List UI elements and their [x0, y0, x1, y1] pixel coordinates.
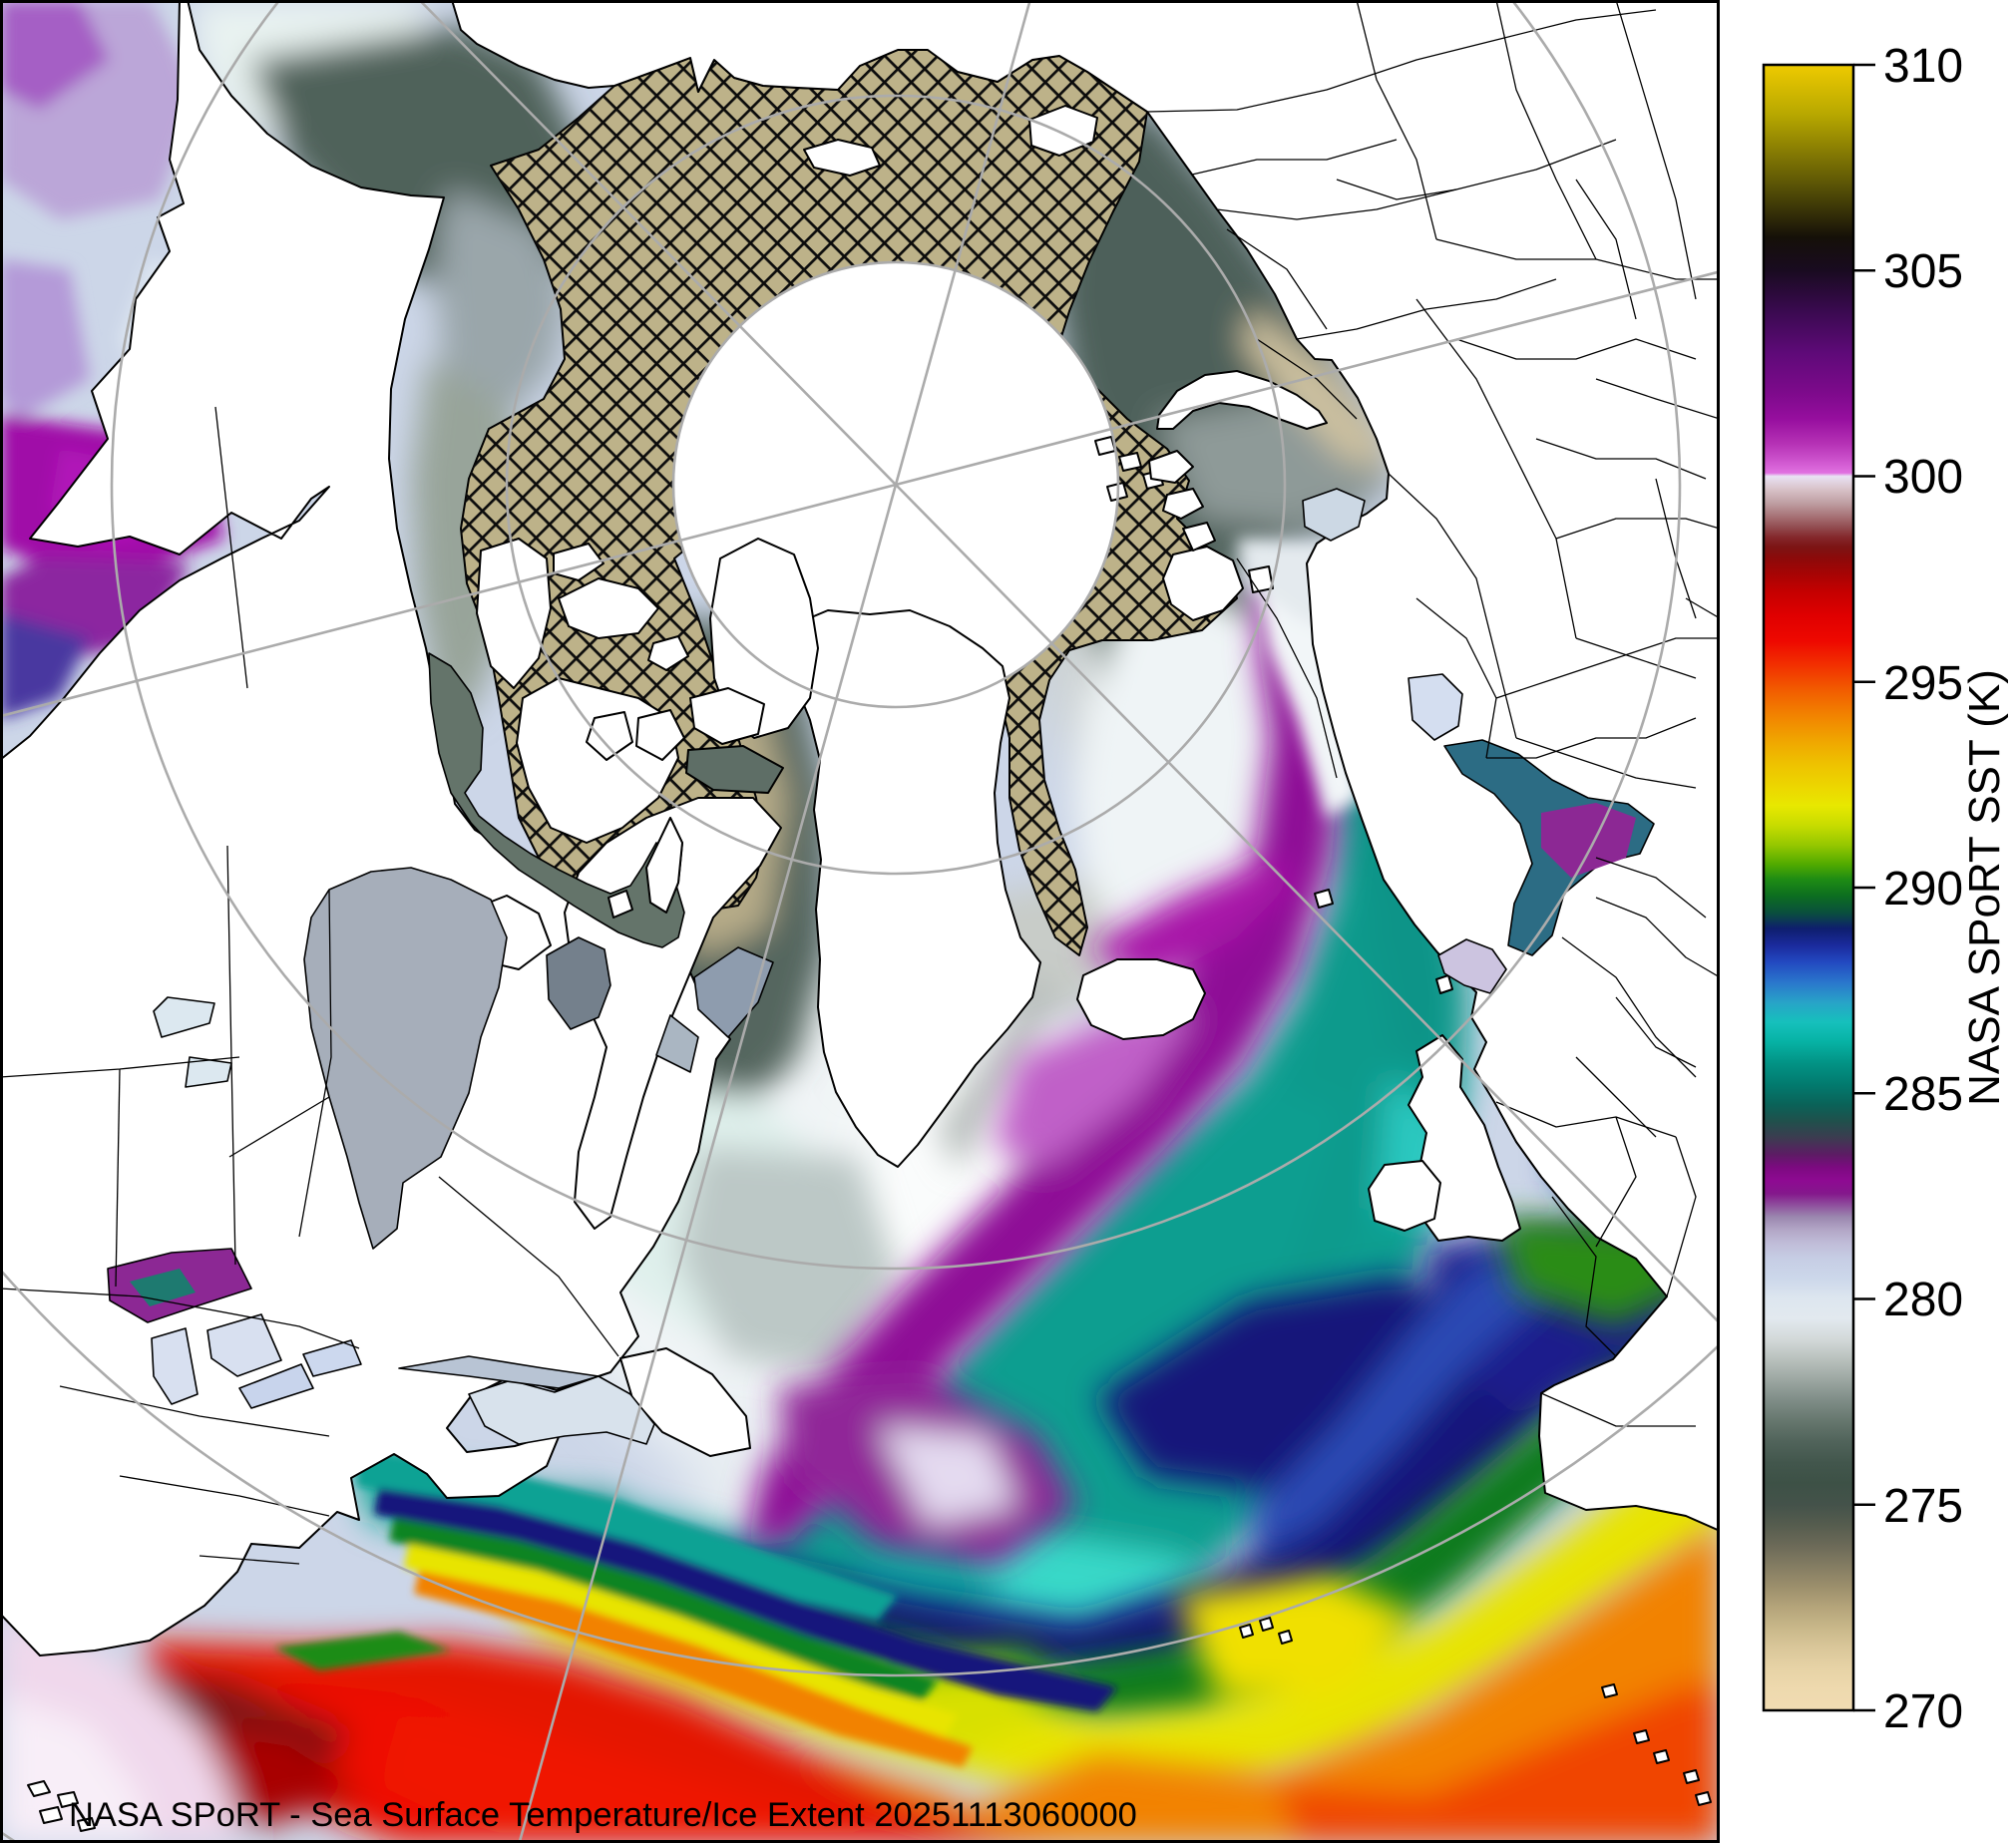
svg-text:300: 300	[1883, 451, 1963, 504]
svg-text:310: 310	[1883, 40, 1963, 93]
svg-text:295: 295	[1883, 657, 1963, 710]
svg-text:290: 290	[1883, 863, 1963, 916]
svg-text:305: 305	[1883, 245, 1963, 298]
svg-text:285: 285	[1883, 1068, 1963, 1121]
svg-text:280: 280	[1883, 1274, 1963, 1326]
svg-text:275: 275	[1883, 1480, 1963, 1533]
svg-text:270: 270	[1883, 1685, 1963, 1738]
svg-text:NASA SPoRT SST (K): NASA SPoRT SST (K)	[1960, 669, 2009, 1106]
svg-text:NASA SPoRT - Sea Surface Tempe: NASA SPoRT - Sea Surface Temperature/Ice…	[69, 1796, 1137, 1834]
